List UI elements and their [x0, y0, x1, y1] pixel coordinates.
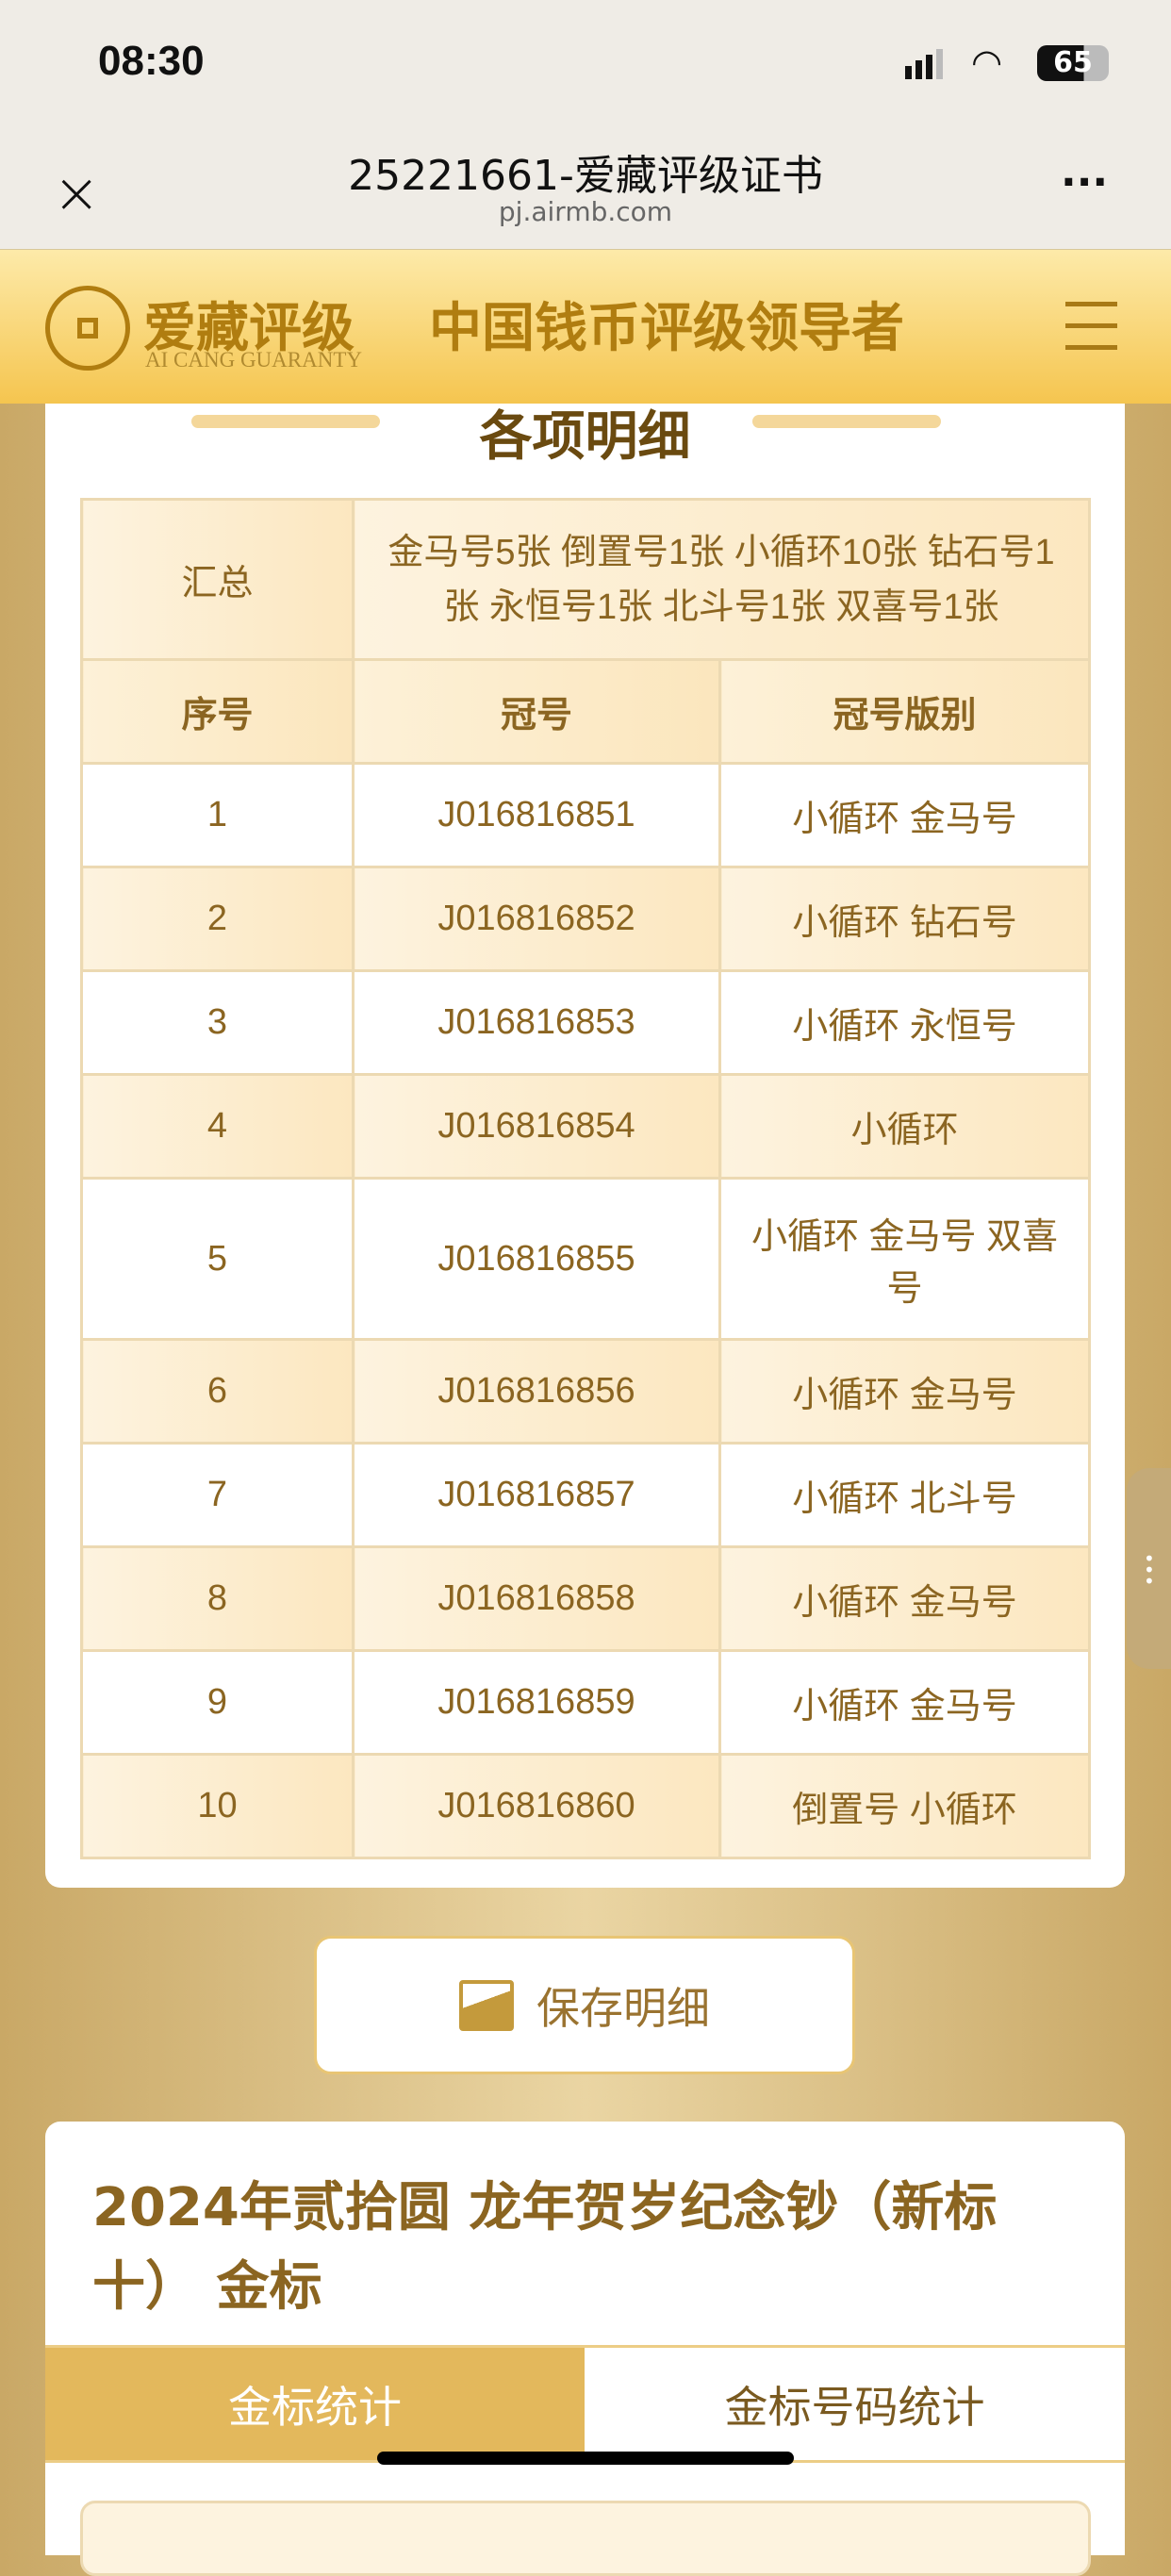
stats-panel — [80, 2501, 1091, 2576]
row-index: 8 — [80, 1545, 355, 1652]
serial-number: J016816857 — [352, 1442, 721, 1548]
serial-type: 小循环 金马号 — [718, 762, 1091, 868]
row-index: 10 — [80, 1753, 355, 1859]
section-title: 各项明细 — [479, 406, 691, 468]
col-header: 冠号版别 — [718, 658, 1091, 765]
brand-english: AI CANG GUARANTY — [145, 348, 362, 372]
serial-number: J016816860 — [352, 1753, 721, 1859]
col-header: 序号 — [80, 658, 355, 765]
browser-bar: × 25221661-爱藏评级证书 pj.airmb.com ··· — [0, 141, 1171, 250]
serial-number: J016816854 — [352, 1073, 721, 1180]
serial-number: J016816851 — [352, 762, 721, 868]
slogan: 中国钱币评级领导者 — [429, 298, 904, 359]
serial-type: 倒置号 小循环 — [718, 1753, 1091, 1859]
serial-type: 小循环 — [718, 1073, 1091, 1180]
menu-icon[interactable] — [1065, 302, 1117, 350]
table-row: 3 J016816853 小循环 永恒号 — [80, 969, 1091, 1076]
table-row: 10 J016816860 倒置号 小循环 — [80, 1753, 1091, 1859]
serial-type: 小循环 钻石号 — [718, 866, 1091, 972]
clock: 08:30 — [98, 38, 205, 84]
more-icon[interactable]: ··· — [1061, 158, 1109, 206]
serial-type: 小循环 金马号 — [718, 1649, 1091, 1756]
table-row: 4 J016816854 小循环 — [80, 1073, 1091, 1180]
brand-name: 爱藏评级 — [143, 298, 355, 359]
table-row: 2 J016816852 小循环 钻石号 — [80, 866, 1091, 972]
site-header: 爱藏评级 AI CANG GUARANTY 中国钱币评级领导者 — [0, 250, 1171, 404]
table-row: 5 J016816855 小循环 金马号 双喜号 — [80, 1177, 1091, 1341]
serial-number: J016816859 — [352, 1649, 721, 1756]
row-index: 9 — [80, 1649, 355, 1756]
row-index: 4 — [80, 1073, 355, 1180]
col-header: 冠号 — [352, 658, 721, 765]
serial-type: 小循环 金马号 — [718, 1545, 1091, 1652]
serial-number: J016816858 — [352, 1545, 721, 1652]
serial-number: J016816853 — [352, 969, 721, 1076]
serial-type: 小循环 北斗号 — [718, 1442, 1091, 1548]
row-index: 7 — [80, 1442, 355, 1548]
tab-gold-stats[interactable]: 金标统计 — [45, 2345, 585, 2463]
serial-number: J016816855 — [352, 1177, 721, 1341]
product-title: 2024年贰拾圆 龙年贺岁纪念钞（新标十） 金标 — [92, 2177, 998, 2318]
battery-icon: 65 — [1037, 45, 1109, 81]
wifi-icon: ◠ — [971, 41, 1003, 83]
table-row: 1 J016816851 小循环 金马号 — [80, 762, 1091, 868]
serial-number: J016816856 — [352, 1338, 721, 1445]
save-label: 保存明细 — [536, 1982, 710, 2034]
table-header: 序号 冠号 冠号版别 — [80, 658, 1091, 765]
row-index: 5 — [80, 1177, 355, 1341]
title-decoration-left — [191, 415, 380, 428]
logo-coin-icon — [45, 286, 130, 371]
details-table: 汇总 金马号5张 倒置号1张 小循环10张 钻石号1张 永恒号1张 北斗号1张 … — [80, 498, 1091, 1859]
page-url: pj.airmb.com — [498, 196, 673, 227]
row-index: 1 — [80, 762, 355, 868]
row-index: 6 — [80, 1338, 355, 1445]
image-icon — [459, 1979, 514, 2031]
serial-type: 小循环 金马号 — [718, 1338, 1091, 1445]
table-row: 9 J016816859 小循环 金马号 — [80, 1649, 1091, 1756]
serial-number: J016816852 — [352, 866, 721, 972]
serial-type: 小循环 金马号 双喜号 — [718, 1177, 1091, 1341]
battery-level: 65 — [1053, 46, 1093, 79]
close-icon[interactable]: × — [53, 160, 101, 226]
serial-type: 小循环 永恒号 — [718, 969, 1091, 1076]
product-card: 2024年贰拾圆 龙年贺岁纪念钞（新标十） 金标 金标统计 金标号码统计 — [45, 2122, 1125, 2576]
save-details-button[interactable]: 保存明细 — [314, 1936, 855, 2074]
status-bar: 08:30 ◠ 65 — [0, 0, 1171, 141]
table-row: 7 J016816857 小循环 北斗号 — [80, 1442, 1091, 1548]
table-row: 6 J016816856 小循环 金马号 — [80, 1338, 1091, 1445]
signal-icon — [905, 49, 943, 79]
table-row: 8 J016816858 小循环 金马号 — [80, 1545, 1091, 1652]
summary-value: 金马号5张 倒置号1张 小循环10张 钻石号1张 永恒号1张 北斗号1张 双喜号… — [352, 498, 1091, 661]
tab-gold-number-stats[interactable]: 金标号码统计 — [585, 2345, 1125, 2463]
side-handle[interactable]: • • • — [1127, 1468, 1171, 1669]
title-decoration-right — [752, 415, 941, 428]
home-indicator — [377, 2452, 794, 2465]
row-index: 2 — [80, 866, 355, 972]
row-index: 3 — [80, 969, 355, 1076]
summary-row: 汇总 金马号5张 倒置号1张 小循环10张 钻石号1张 永恒号1张 北斗号1张 … — [80, 498, 1091, 661]
summary-label: 汇总 — [80, 498, 355, 661]
details-card: 各项明细 汇总 金马号5张 倒置号1张 小循环10张 钻石号1张 永恒号1张 北… — [45, 358, 1125, 1888]
page-title: 25221661-爱藏评级证书 — [348, 152, 823, 200]
